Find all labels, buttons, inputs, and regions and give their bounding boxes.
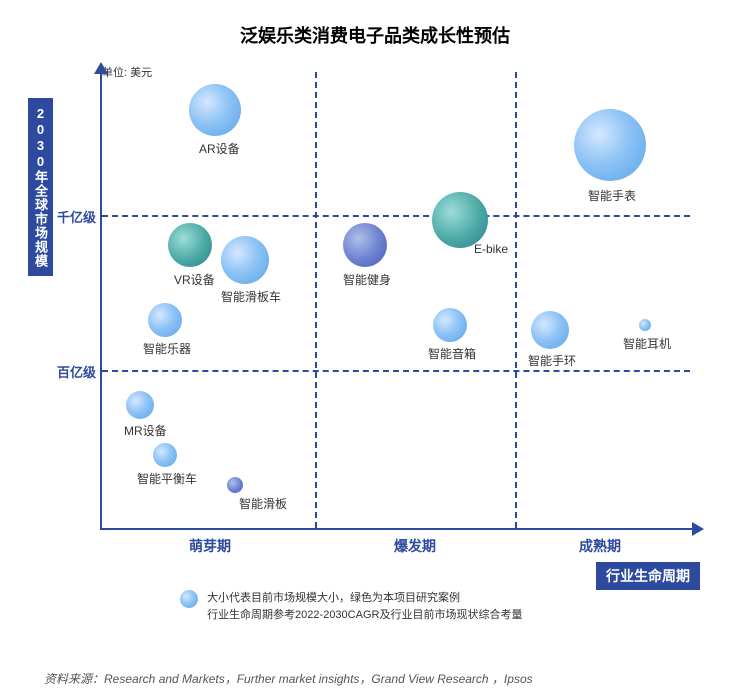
chart-area: 单位: 美元 2030年全球市场规模 行业生命周期 千亿级 百亿级 萌芽期 爆发… bbox=[80, 70, 700, 590]
x-axis-arrow bbox=[692, 522, 704, 536]
bubble-label: E-bike bbox=[474, 242, 508, 256]
bubble-智能乐器 bbox=[148, 303, 182, 337]
x-tick-label: 成熟期 bbox=[570, 536, 630, 556]
bubble-智能耳机 bbox=[639, 319, 651, 331]
bubble-label: VR设备 bbox=[174, 271, 215, 288]
bubble-智能滑板车 bbox=[221, 236, 269, 284]
bubble-智能平衡车 bbox=[153, 443, 177, 467]
bubble-label: 智能乐器 bbox=[143, 340, 191, 357]
legend-line1: 大小代表目前市场规模大小，绿色为本项目研究案例 bbox=[207, 592, 460, 604]
legend-bubble bbox=[180, 590, 198, 608]
bubble-label: MR设备 bbox=[124, 422, 167, 439]
bubble-label: 智能音箱 bbox=[428, 345, 476, 362]
bubble-E-bike bbox=[432, 192, 488, 248]
gridline-v-1 bbox=[315, 72, 317, 528]
bubble-智能手表 bbox=[574, 109, 646, 181]
bubble-label: 智能滑板车 bbox=[221, 288, 281, 305]
gridline-h-1 bbox=[102, 215, 690, 217]
bubble-智能滑板 bbox=[227, 477, 243, 493]
bubble-AR设备 bbox=[189, 84, 241, 136]
x-axis-line bbox=[100, 528, 695, 530]
bubble-label: 智能手表 bbox=[588, 187, 636, 204]
gridline-v-2 bbox=[515, 72, 517, 528]
bubble-VR设备 bbox=[168, 223, 212, 267]
legend-line2: 行业生命周期参考2022-2030CAGR及行业目前市场现状综合考量 bbox=[207, 609, 522, 621]
bubble-智能手环 bbox=[531, 311, 569, 349]
bubble-label: 智能平衡车 bbox=[137, 470, 197, 487]
y-axis-line bbox=[100, 70, 102, 530]
source-text: 资料来源：Research and Markets，Further market… bbox=[44, 670, 533, 687]
bubble-label: AR设备 bbox=[199, 140, 240, 157]
bubble-label: 智能滑板 bbox=[239, 495, 287, 512]
y-axis-arrow bbox=[94, 62, 108, 74]
gridline-h-2 bbox=[102, 370, 690, 372]
legend: 大小代表目前市场规模大小，绿色为本项目研究案例 行业生命周期参考2022-203… bbox=[180, 590, 522, 623]
y-tick-label: 千亿级 bbox=[50, 207, 96, 226]
x-tick-label: 萌芽期 bbox=[180, 536, 240, 556]
y-tick-label: 百亿级 bbox=[50, 362, 96, 381]
unit-label: 单位: 美元 bbox=[102, 64, 152, 80]
x-axis-label: 行业生命周期 bbox=[596, 562, 700, 590]
bubble-智能健身 bbox=[343, 223, 387, 267]
x-tick-label: 爆发期 bbox=[385, 536, 445, 556]
bubble-label: 智能健身 bbox=[343, 271, 391, 288]
bubble-label: 智能耳机 bbox=[623, 335, 671, 352]
bubble-MR设备 bbox=[126, 391, 154, 419]
bubble-label: 智能手环 bbox=[528, 352, 576, 369]
bubble-智能音箱 bbox=[433, 308, 467, 342]
y-axis-label: 2030年全球市场规模 bbox=[28, 98, 53, 276]
chart-title: 泛娱乐类消费电子品类成长性预估 bbox=[0, 0, 750, 48]
